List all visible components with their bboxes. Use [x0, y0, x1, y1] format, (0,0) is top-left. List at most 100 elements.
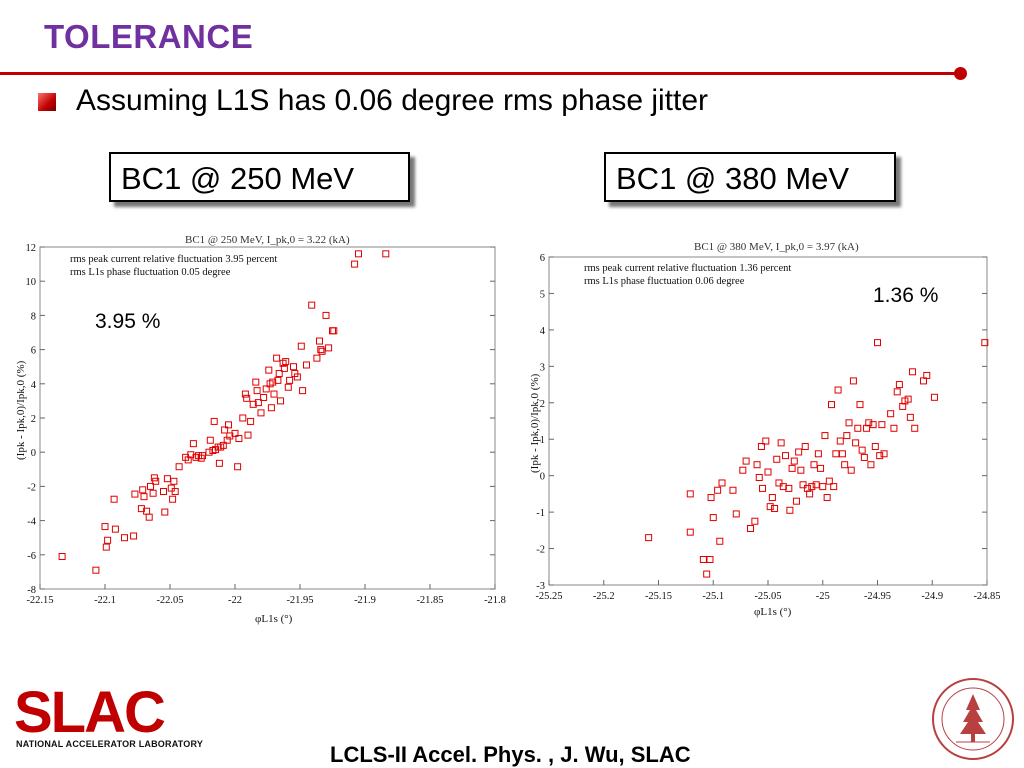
scatter-point [243, 394, 251, 402]
axis-ticks: -22.15 -22.1 -22.05 -22 -21.95 -21.9 -21.85 -21… [26, 243, 506, 606]
scatter-point [709, 514, 717, 522]
x-tick-label: -25.15 [645, 591, 672, 602]
scatter-point [686, 528, 694, 536]
slac-logo-subtitle: NATIONAL ACCELERATOR LABORATORY [16, 739, 204, 749]
scatter-point [909, 368, 917, 376]
slac-logo-text: SLAC [14, 686, 165, 736]
scatter-point [718, 479, 726, 487]
y-tick-label: 6 [540, 253, 545, 264]
slac-logo: SLAC [14, 680, 194, 745]
scatter-point [205, 448, 213, 456]
scatter-point [139, 486, 147, 494]
pct-label-250: 3.95 % [95, 310, 161, 333]
scatter-point [241, 390, 249, 398]
scatter-point [799, 481, 807, 489]
scatter-point [270, 390, 278, 398]
scatter-point [686, 490, 694, 498]
scatter-point [797, 466, 805, 474]
scatter-point [893, 388, 901, 396]
scatter-point [101, 523, 109, 531]
scatter-point [895, 381, 903, 389]
data-points [58, 250, 390, 574]
scatter-point [206, 436, 214, 444]
scatter-point [911, 424, 919, 432]
scatter-point [244, 431, 252, 439]
y-tick-label: 0 [540, 472, 545, 483]
scatter-point [286, 376, 294, 384]
scatter-point [847, 466, 855, 474]
x-tick-label: -24.9 [921, 591, 943, 602]
scatter-point [814, 450, 822, 458]
scatter-point [706, 555, 714, 563]
y-tick-label: 4 [540, 326, 546, 337]
y-tick-label: -2 [27, 482, 36, 493]
scatter-point [170, 477, 178, 485]
scatter-point [806, 490, 814, 498]
x-tick-label: -25.1 [702, 591, 724, 602]
y-tick-label: 2 [540, 399, 545, 410]
scatter-point [860, 453, 868, 461]
slide-title: TOLERANCE [44, 18, 254, 55]
scatter-point [239, 414, 247, 422]
y-tick-label: 1 [540, 435, 545, 446]
scatter-point [111, 525, 119, 533]
scatter-point [121, 534, 128, 542]
scatter-point [231, 429, 239, 437]
scatter-point [904, 395, 912, 403]
scatter-point [699, 555, 707, 563]
scatter-point [854, 424, 862, 432]
scatter-point [863, 424, 871, 432]
scatter-point [838, 450, 846, 458]
scatter-point [277, 397, 284, 405]
x-tick-label: -22.05 [156, 595, 183, 606]
scatter-point [716, 537, 724, 545]
scatter-point [828, 401, 836, 409]
scatter-point [322, 311, 330, 319]
chart-title: BC1 @ 380 MeV, I_pk,0 = 3.97 (kA) [694, 241, 859, 253]
slac-logo-mark: SLAC [14, 680, 167, 745]
x-tick-label: -21.85 [416, 595, 443, 606]
x-tick-label: -24.95 [864, 591, 891, 602]
y-tick-label: 0 [31, 448, 36, 459]
scatter-point [810, 461, 818, 469]
scatter-point [849, 377, 857, 385]
stanford-seal-icon [930, 676, 1016, 767]
scatter-point [303, 361, 310, 369]
scatter-point [899, 402, 907, 410]
x-tick-label: -21.8 [484, 595, 506, 606]
scatter-point [215, 459, 223, 467]
scatter-point [130, 532, 138, 540]
annotation-phase: rms L1s phase fluctuation 0.06 degree [584, 276, 745, 287]
scatter-point [739, 466, 747, 474]
pct-label-380: 1.36 % [873, 284, 939, 307]
bullet-text: Assuming L1S has 0.06 degree rms phase j… [76, 84, 709, 117]
scatter-point [790, 457, 798, 465]
scatter-point [247, 417, 255, 425]
scatter-point [841, 461, 849, 469]
scatter-point [732, 510, 740, 518]
scatter-point [714, 486, 722, 494]
scatter-point [923, 371, 931, 379]
y-axis-label: (Ipk - Ipk,0)/Ipk,0 (%) [529, 373, 541, 473]
scatter-point [785, 484, 793, 492]
scatter-point [275, 370, 283, 378]
annotation-fluctuation: rms peak current relative fluctuation 1.… [584, 263, 791, 274]
scatter-point [102, 543, 110, 551]
x-tick-label: -25 [816, 591, 830, 602]
scatter-point [878, 421, 886, 429]
scatter-point [795, 448, 803, 456]
scatter-point [887, 410, 895, 418]
scatter-point [768, 494, 776, 502]
scatter-point [703, 570, 711, 578]
y-tick-label: -1 [536, 508, 545, 519]
scatter-point [58, 553, 66, 561]
scatter-point [280, 364, 288, 372]
scatter-point [92, 566, 100, 574]
bullet-icon [38, 93, 56, 111]
scatter-point [755, 473, 763, 481]
scatter-point [876, 452, 884, 460]
scatter-point [858, 446, 866, 454]
scatter-point [269, 378, 277, 386]
x-tick-label: -21.9 [354, 595, 376, 606]
scatter-point [299, 387, 307, 395]
